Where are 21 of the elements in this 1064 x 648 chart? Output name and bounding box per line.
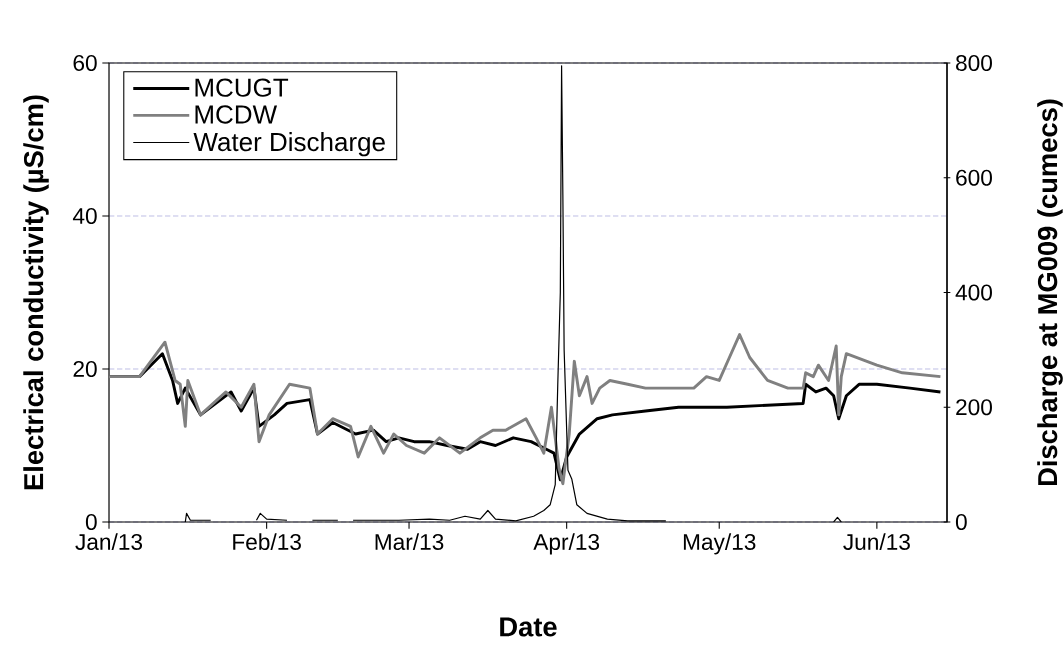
y2-tick-label: 200: [956, 399, 992, 416]
x-tick-label: Jan/13: [75, 533, 143, 551]
legend-label: MCDW: [195, 105, 278, 124]
y2-tick-label: 0: [955, 513, 967, 531]
y2-tick-label: 400: [955, 284, 992, 301]
x-axis-title: Date: [500, 617, 557, 637]
y-tick-label: 60: [73, 54, 97, 72]
x-tick-label: Feb/13: [233, 533, 301, 551]
legend-label: MCUGT: [195, 78, 289, 97]
legend-label: Water Discharge: [193, 132, 385, 157]
y2-tick-label: 600: [956, 169, 992, 186]
y2-axis-title: Discharge at MG009 (cumecs): [1037, 99, 1063, 486]
y-axis-title: Electrical conductivity (µS/cm): [23, 95, 49, 490]
x-tick-label: Mar/13: [375, 533, 444, 551]
x-tick-label: Jun/13: [843, 533, 910, 551]
y-tick-label: 0: [85, 513, 97, 531]
y2-tick-label: 800: [956, 54, 992, 72]
x-tick-label: May/13: [683, 533, 756, 555]
y-tick-label: 20: [73, 360, 97, 378]
y-tick-label: 40: [72, 207, 97, 225]
x-tick-label: Apr/13: [533, 533, 600, 555]
